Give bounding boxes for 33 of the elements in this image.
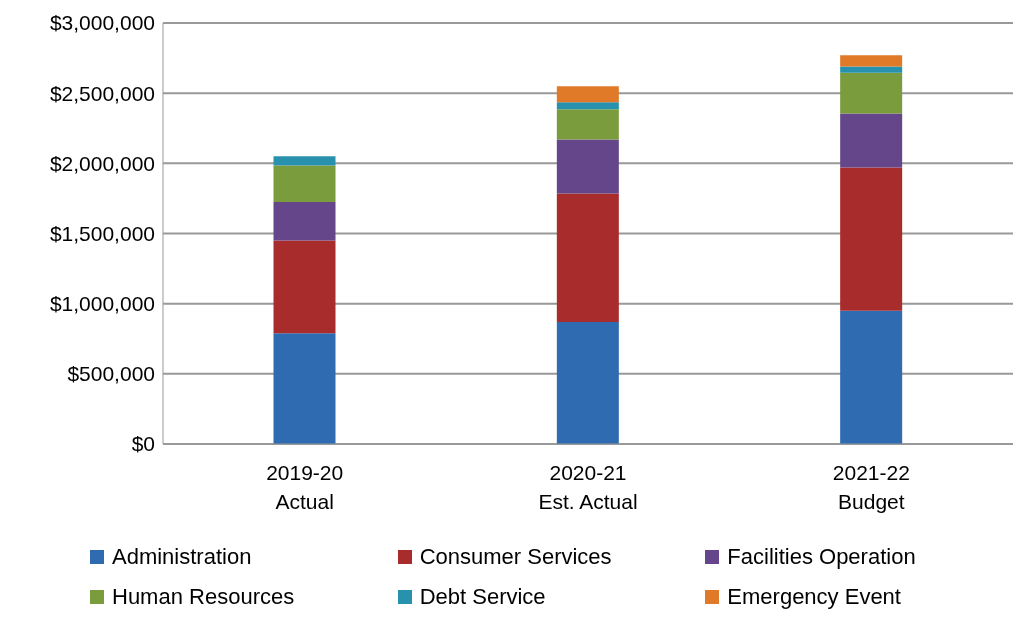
y-tick-label: $0 — [131, 432, 155, 456]
y-tick-label: $2,000,000 — [49, 151, 155, 175]
bar — [273, 165, 336, 202]
bar — [556, 193, 619, 322]
bar — [840, 55, 903, 67]
x-tick-label: 2019-20 Actual — [266, 461, 344, 513]
bar — [840, 66, 903, 73]
legend-label: Debt Service — [419, 584, 546, 610]
y-tick-label: $1,500,000 — [49, 221, 155, 245]
bar — [273, 156, 336, 166]
y-tick-label: $1,000,000 — [49, 292, 155, 316]
y-tick-label: $2,500,000 — [49, 81, 155, 105]
bar — [840, 72, 903, 114]
bar — [840, 167, 903, 311]
bar — [556, 102, 619, 110]
bar — [273, 201, 336, 241]
x-tick-label: 2020-21 Est. Actual — [538, 461, 638, 513]
bar — [556, 139, 619, 194]
legend-label: Administration — [112, 544, 252, 570]
bar — [556, 109, 619, 140]
legend-label: Human Resources — [112, 584, 295, 610]
bar — [840, 113, 903, 168]
bar — [556, 86, 619, 103]
legend-label: Consumer Services — [419, 544, 612, 570]
x-tick-label: 2021-22 Budget — [832, 461, 910, 513]
bar — [556, 321, 619, 444]
bar — [273, 333, 336, 444]
y-tick-label: $500,000 — [67, 362, 155, 386]
bar — [273, 240, 336, 334]
legend-label: Facilities Operation — [727, 544, 916, 570]
y-tick-label: $3,000,000 — [49, 11, 155, 35]
bar — [840, 310, 903, 444]
legend-label: Emergency Event — [727, 584, 901, 610]
